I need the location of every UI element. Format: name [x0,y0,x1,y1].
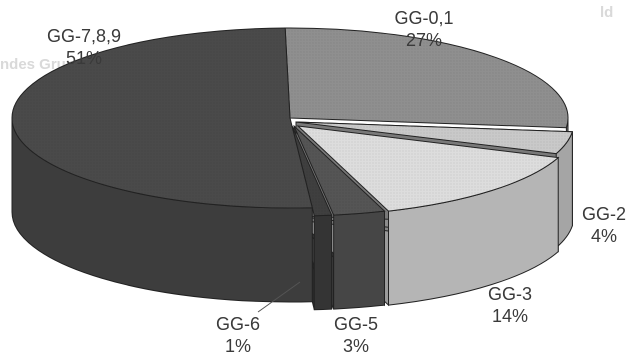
pie-tops [11,27,574,217]
pie-side-gg-6 [313,214,333,311]
slice-value-gg-5: 3% [343,336,369,356]
pie-labels: GG-0,127% GG-24% GG-314% GG-53% GG-61% GG-7,8… [47,8,626,356]
pie-slice-texture [285,28,569,128]
slice-value-gg-3: 14% [492,306,528,326]
leader-line-gg-6 [257,281,301,313]
slice-value-gg-2: 4% [591,226,617,246]
slice-value-gg-0-1: 27% [406,30,442,50]
slice-value-gg-7-8-9: 51% [66,48,102,68]
slice-label-gg-3: GG-3 [488,284,532,304]
slice-label-gg-5: GG-5 [334,314,378,334]
pie-slice-texture [298,126,559,212]
pie-side-gg-5 [333,210,386,310]
slice-label-gg-0-1: GG-0,1 [394,8,453,28]
slice-label-gg-6: GG-6 [216,314,260,334]
pie-slice-texture [294,126,385,216]
pie-slice-texture [296,122,573,154]
slice-value-gg-6: 1% [225,336,251,356]
slice-label-gg-7-8-9: GG-7,8,9 [47,26,121,46]
pie-slice-texture [292,126,332,216]
slice-label-gg-2: GG-2 [582,204,626,224]
pie-slice-texture [11,28,313,209]
pie-leader-lines [257,281,301,313]
